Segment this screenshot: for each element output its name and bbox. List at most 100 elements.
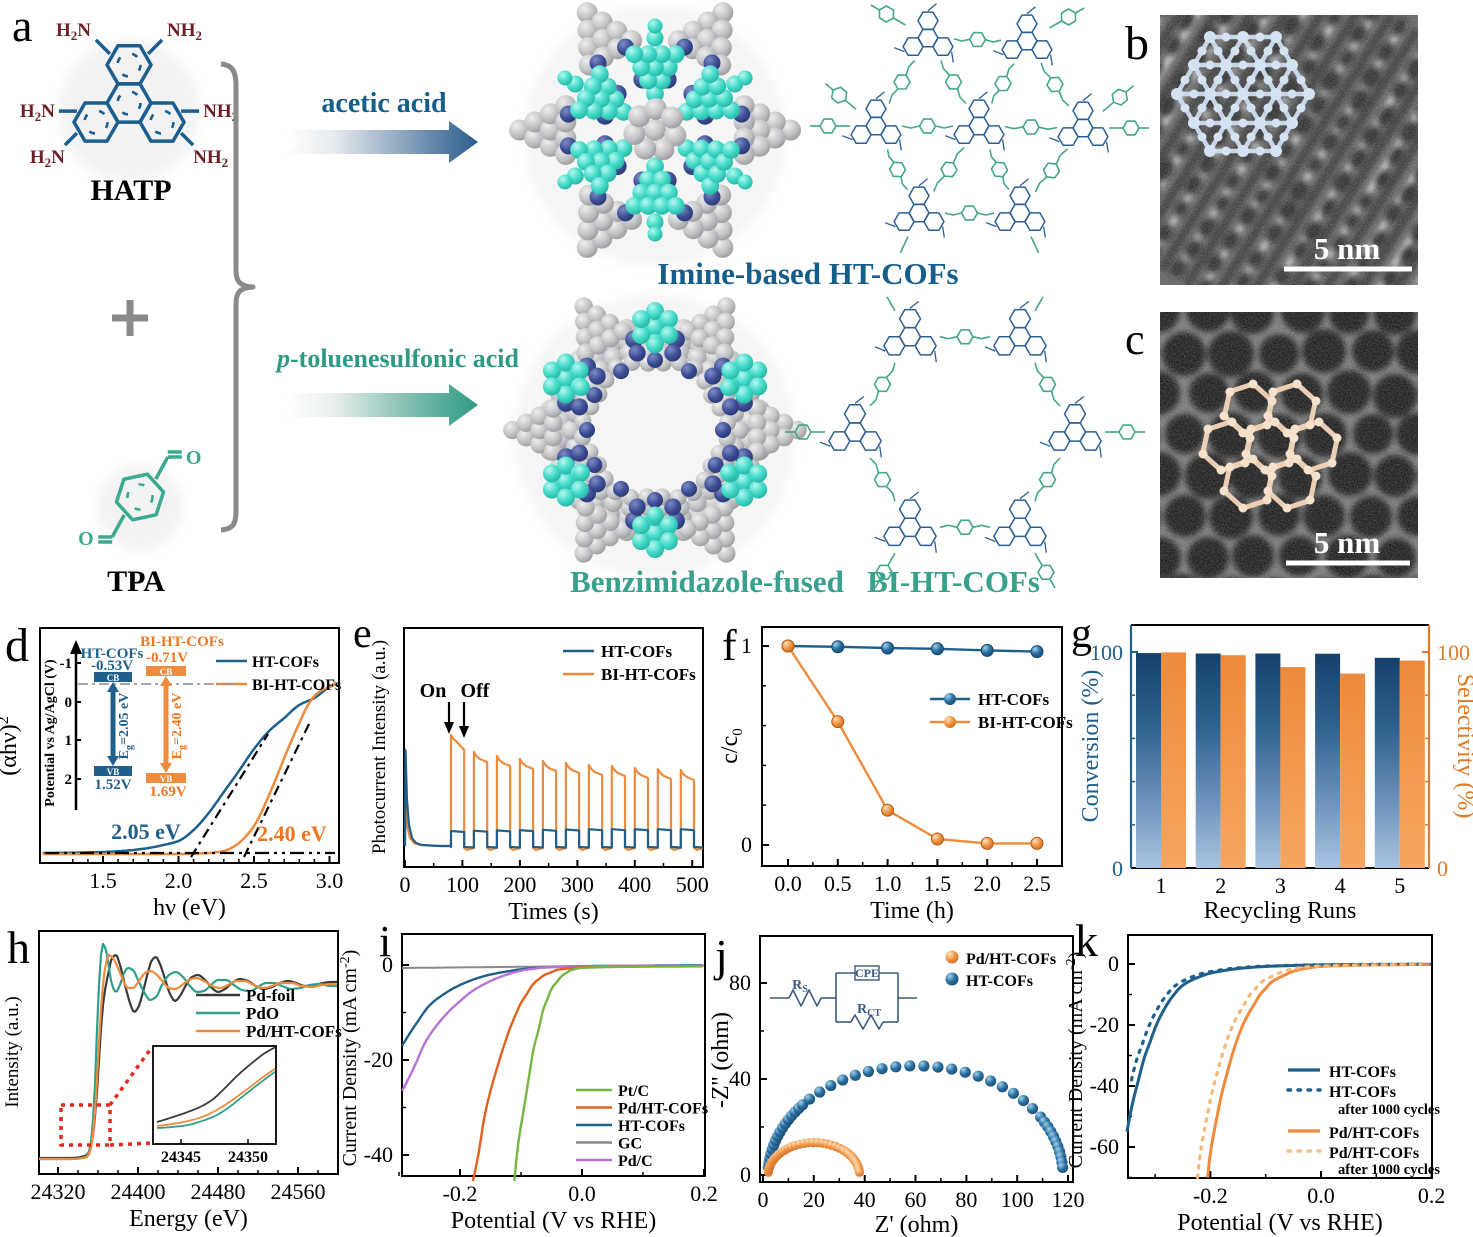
svg-text:Selectivity (%): Selectivity (%) — [1452, 674, 1473, 819]
svg-text:Potential (V vs RHE): Potential (V vs RHE) — [451, 1208, 657, 1234]
svg-text:Current Density (mA cm-2): Current Density (mA cm-2) — [1064, 952, 1087, 1169]
svg-text:Potential (V vs RHE): Potential (V vs RHE) — [1177, 1210, 1383, 1236]
svg-text:2: 2 — [1215, 873, 1226, 898]
svg-text:5 nm: 5 nm — [1314, 525, 1380, 560]
svg-text:2.05 eV: 2.05 eV — [111, 819, 181, 844]
svg-text:HT-COFs: HT-COFs — [618, 1118, 685, 1135]
svg-text:HT-COFs: HT-COFs — [252, 654, 319, 671]
svg-text:100: 100 — [1090, 640, 1123, 665]
svg-text:0: 0 — [1112, 856, 1123, 881]
svg-text:Pd-foil: Pd-foil — [246, 986, 295, 1005]
svg-text:BI-HT-COFs: BI-HT-COFs — [601, 665, 696, 684]
svg-text:c: c — [1125, 315, 1145, 364]
svg-text:HT-COFs: HT-COFs — [978, 690, 1050, 709]
svg-text:VB: VB — [160, 774, 173, 784]
svg-text:-0.2: -0.2 — [443, 1181, 478, 1206]
svg-text:2.5: 2.5 — [1023, 871, 1051, 896]
svg-text:20: 20 — [803, 1187, 825, 1212]
svg-text:1: 1 — [741, 633, 752, 658]
svg-text:1.52V: 1.52V — [94, 777, 131, 793]
svg-text:1.5: 1.5 — [924, 871, 952, 896]
svg-text:500: 500 — [676, 872, 709, 897]
svg-text:1.5: 1.5 — [89, 868, 117, 893]
svg-text:24345: 24345 — [161, 1149, 201, 1166]
svg-text:BI-HT-COFs: BI-HT-COFs — [978, 713, 1073, 732]
svg-text:24560: 24560 — [271, 1179, 326, 1204]
svg-text:40: 40 — [729, 1066, 751, 1091]
svg-text:-1: -1 — [60, 656, 73, 672]
svg-text:5: 5 — [1394, 873, 1405, 898]
svg-text:H2N: H2N — [30, 147, 65, 170]
svg-text:24320: 24320 — [31, 1179, 86, 1204]
svg-text:Recycling Runs: Recycling Runs — [1204, 898, 1357, 924]
svg-text:2.0: 2.0 — [165, 868, 193, 893]
svg-text:1: 1 — [65, 733, 73, 749]
svg-text:HT-COFs: HT-COFs — [966, 973, 1033, 990]
svg-text:Times (s): Times (s) — [508, 899, 598, 925]
svg-text:100: 100 — [446, 872, 479, 897]
svg-text:60: 60 — [905, 1187, 927, 1212]
svg-text:2.0: 2.0 — [973, 871, 1001, 896]
svg-text:HT-COFs: HT-COFs — [81, 646, 144, 662]
svg-text:Off: Off — [461, 680, 490, 702]
svg-text:120: 120 — [1052, 1187, 1085, 1212]
svg-text:0.2: 0.2 — [690, 1181, 718, 1206]
svg-text:0: 0 — [1108, 951, 1119, 976]
svg-text:24350: 24350 — [228, 1149, 268, 1166]
svg-text:-0.71V: -0.71V — [146, 650, 188, 666]
svg-text:Energy (eV): Energy (eV) — [129, 1206, 248, 1232]
svg-text:HT-COFs: HT-COFs — [601, 642, 673, 661]
svg-text:HATP: HATP — [90, 174, 171, 207]
svg-text:i: i — [379, 917, 391, 966]
svg-text:300: 300 — [561, 872, 594, 897]
svg-text:Eg=2.05 eV: Eg=2.05 eV — [117, 693, 135, 760]
svg-text:2.5: 2.5 — [240, 868, 268, 893]
svg-text:2: 2 — [65, 772, 73, 788]
svg-text:-20: -20 — [364, 1047, 393, 1072]
svg-text:Conversion (%): Conversion (%) — [1078, 670, 1104, 823]
svg-text:Intensity (a.u.): Intensity (a.u.) — [2, 996, 23, 1107]
svg-text:Pd/HT-COFs: Pd/HT-COFs — [1329, 1145, 1419, 1162]
svg-text:1.69V: 1.69V — [149, 784, 186, 800]
svg-text:b: b — [1125, 17, 1149, 70]
svg-text:0.5: 0.5 — [824, 871, 852, 896]
svg-text:HT-COFs: HT-COFs — [1329, 1084, 1396, 1101]
svg-text:24480: 24480 — [191, 1179, 246, 1204]
svg-text:j: j — [713, 930, 728, 981]
svg-text:-0.53V: -0.53V — [91, 658, 133, 674]
svg-text:O: O — [186, 447, 202, 469]
svg-text:Pt/C: Pt/C — [618, 1083, 649, 1100]
svg-text:Pd/HT-COFs: Pd/HT-COFs — [966, 951, 1056, 968]
svg-text:-60: -60 — [1090, 1134, 1119, 1159]
svg-text:H2N: H2N — [20, 101, 55, 124]
svg-text:0: 0 — [382, 952, 393, 977]
svg-text:0: 0 — [758, 1187, 769, 1212]
svg-text:0.0: 0.0 — [774, 871, 802, 896]
svg-text:a: a — [12, 0, 32, 51]
svg-text:0: 0 — [1437, 856, 1448, 881]
svg-text:0.2: 0.2 — [1418, 1183, 1446, 1208]
svg-text:Potential vs Ag/AgCl (V): Potential vs Ag/AgCl (V) — [43, 659, 58, 807]
svg-text:0.0: 0.0 — [1307, 1183, 1335, 1208]
svg-text:Z' (ohm): Z' (ohm) — [875, 1212, 959, 1237]
svg-text:Current Density (mA cm-2): Current Density (mA cm-2) — [338, 950, 361, 1167]
svg-text:Eg=2.40 eV: Eg=2.40 eV — [170, 693, 188, 760]
svg-text:80: 80 — [955, 1187, 977, 1212]
svg-text:-20: -20 — [1090, 1012, 1119, 1037]
svg-text:400: 400 — [618, 872, 651, 897]
svg-text:BI-HT-COFs: BI-HT-COFs — [252, 677, 341, 694]
svg-text:e: e — [353, 611, 372, 657]
svg-text:O: O — [78, 528, 94, 550]
svg-text:1.0: 1.0 — [874, 871, 902, 896]
svg-text:h: h — [7, 922, 30, 973]
svg-text:TPA: TPA — [107, 565, 165, 598]
svg-text:80: 80 — [729, 970, 751, 995]
svg-text:Pd/HT-COFs: Pd/HT-COFs — [618, 1101, 708, 1118]
svg-text:(αhν)2: (αhν)2 — [0, 716, 22, 775]
svg-text:HT-COFs: HT-COFs — [1329, 1064, 1396, 1081]
svg-text:Photocurrent Intensity (a.u.): Photocurrent Intensity (a.u.) — [369, 640, 390, 854]
svg-text:-40: -40 — [1090, 1073, 1119, 1098]
svg-text:0: 0 — [740, 1162, 751, 1187]
svg-text:CB: CB — [107, 673, 120, 683]
svg-text:after 1000 cycles: after 1000 cycles — [1338, 1162, 1440, 1178]
